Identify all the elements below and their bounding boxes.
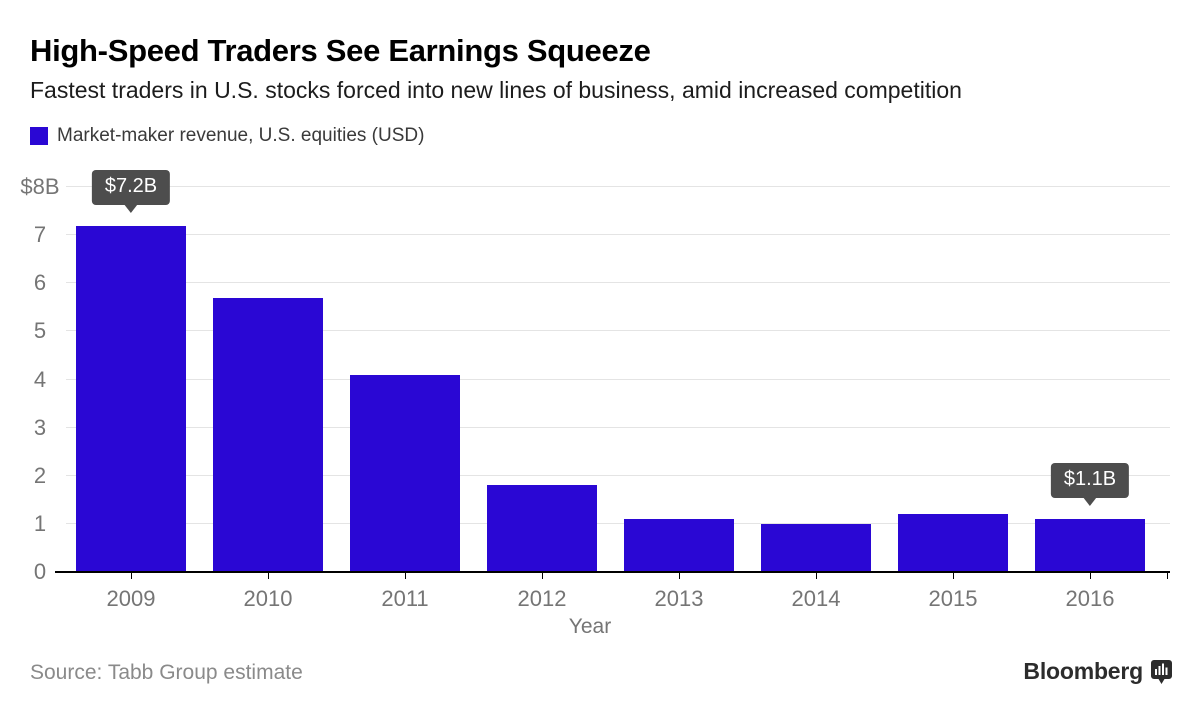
bloomberg-wordmark: Bloomberg: [1023, 658, 1143, 684]
tooltip-2016: $1.1B: [1050, 463, 1130, 507]
x-axis-title: Year: [568, 615, 612, 638]
gridline-2: [66, 474, 1170, 476]
bar-2015[interactable]: [898, 514, 1008, 572]
x-axis-tick-2012: [542, 573, 543, 579]
bar-2016[interactable]: [1035, 519, 1145, 572]
bar-2013[interactable]: [624, 519, 734, 572]
x-axis-label-2009: 2009: [106, 586, 156, 611]
x-axis-label-2016: 2016: [1065, 586, 1115, 611]
gridline-3: [66, 426, 1170, 428]
x-axis-label-2014: 2014: [791, 586, 841, 611]
y-axis-label-1: 1: [33, 510, 47, 536]
gridline-8: [66, 186, 1170, 187]
chart-subtitle: Fastest traders in U.S. stocks forced in…: [30, 77, 962, 103]
y-axis-label-3: 3: [33, 414, 47, 440]
x-axis-tick-2015: [953, 573, 954, 579]
x-axis-label-2012: 2012: [517, 586, 567, 611]
legend-label: Market-maker revenue, U.S. equities (USD…: [57, 125, 425, 146]
tooltip-value-2009: $7.2B: [91, 169, 171, 205]
x-axis-label-2011: 2011: [381, 586, 429, 611]
bloomberg-logo: Bloomberg: [1023, 658, 1172, 685]
bar-2010[interactable]: [213, 297, 323, 572]
y-axis-label-6: 6: [33, 270, 47, 296]
x-axis-label-2010: 2010: [243, 586, 293, 611]
x-axis-tick-2009: [131, 573, 132, 579]
bar-2014[interactable]: [761, 523, 871, 572]
y-axis-label-4: 4: [33, 366, 47, 392]
x-axis-tick-2011: [405, 573, 406, 579]
legend-swatch-icon: [30, 127, 48, 145]
tooltip-value-2016: $1.1B: [1050, 463, 1130, 499]
gridline-6: [66, 282, 1170, 284]
bar-2012[interactable]: [487, 485, 597, 572]
gridline-1: [66, 522, 1170, 524]
y-axis-label-0: 0: [33, 559, 47, 584]
tooltip-arrow-icon: [1082, 497, 1097, 507]
gridline-7: [66, 234, 1170, 236]
x-axis-tick-2010: [268, 573, 269, 579]
bloomberg-icon: [1151, 659, 1172, 684]
y-axis-label-8: $8B: [20, 174, 60, 199]
plot-area: Year 0 1 2 3 4 5 6 7 $8B 2009 2010 2011 2012 2013 2014…: [20, 169, 1170, 638]
x-axis-label-2013: 2013: [654, 586, 704, 611]
x-axis-end-tick: [1167, 573, 1168, 579]
chart-title: High-Speed Traders See Earnings Squeeze: [30, 33, 651, 68]
x-axis-tick-2016: [1090, 573, 1091, 579]
gridline-5: [66, 330, 1170, 332]
tooltip-arrow-icon: [123, 203, 138, 213]
gridline-4: [66, 378, 1170, 380]
legend: Market-maker revenue, U.S. equities (USD…: [30, 125, 424, 147]
x-axis-line: [55, 571, 1170, 573]
tooltip-2009: $7.2B: [91, 169, 171, 213]
x-axis-tick-2013: [679, 573, 680, 579]
bar-2009[interactable]: [76, 225, 186, 572]
y-axis-label-5: 5: [33, 318, 47, 344]
bar-2011[interactable]: [350, 374, 460, 572]
x-axis-label-2015: 2015: [928, 586, 978, 611]
y-axis-label-7: 7: [33, 222, 47, 248]
x-axis-tick-2014: [816, 573, 817, 579]
source-note: Source: Tabb Group estimate: [30, 661, 303, 684]
y-axis-label-2: 2: [33, 462, 47, 488]
